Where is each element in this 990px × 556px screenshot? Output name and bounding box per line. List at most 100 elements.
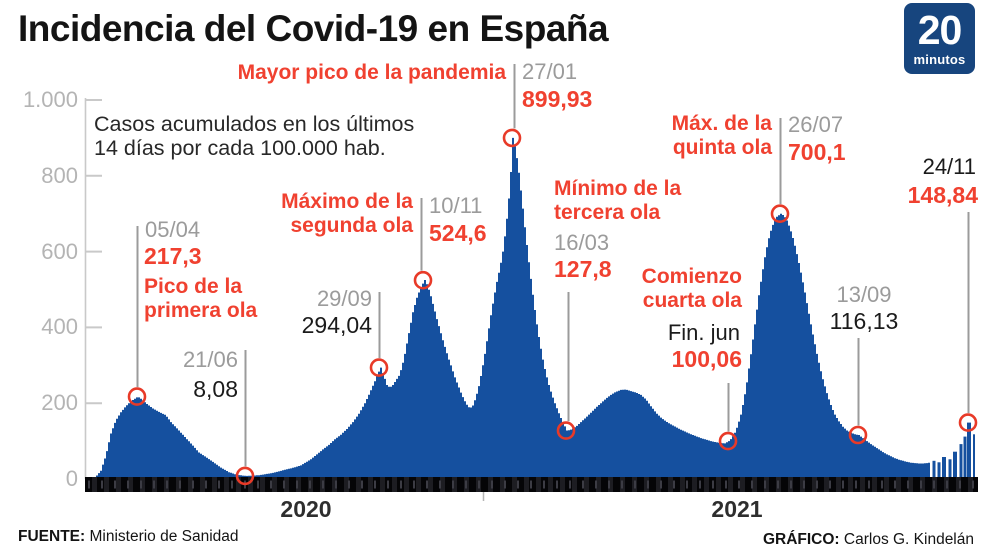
annotation-sept-2021-value: 116,13	[829, 308, 899, 334]
annotation-text-line: 05/04	[145, 217, 201, 242]
annotation-text-line: Máx. de la	[671, 112, 772, 135]
y-axis-label-400: 400	[41, 314, 78, 340]
annotation-wave2-peak-date: 10/11	[429, 193, 483, 219]
annotation-text-line: 27/01	[522, 59, 578, 84]
annotation-wave4-start-label: Comienzo cuarta ola	[642, 265, 742, 312]
data-point-marker-wave3-peak	[502, 128, 522, 148]
y-axis-label-600: 600	[41, 238, 78, 264]
x-axis-year-label-2021: 2021	[711, 496, 763, 522]
annotation-text-line: 10/11	[429, 193, 483, 218]
source-label: FUENTE:	[18, 528, 86, 545]
daily-bar	[942, 457, 946, 481]
page-title: Incidencia del Covid-19 en España	[18, 8, 609, 49]
brand-logo-20minutos: 20 minutos	[904, 3, 975, 74]
daily-bar	[963, 436, 967, 481]
annotation-text-line: 524,6	[429, 220, 487, 246]
annotation-text-line: tercera ola	[554, 200, 661, 224]
data-point-marker-wave3-min	[556, 421, 576, 440]
daily-bar	[932, 460, 936, 481]
x-axis-year-label-2020: 2020	[280, 496, 332, 522]
annotation-text-line: Mayor pico de la pandemia	[237, 61, 506, 84]
daily-bar	[948, 459, 952, 481]
annotation-latest-value: 148,84	[907, 182, 978, 208]
data-point-marker-wave4-start	[718, 431, 738, 451]
chart-subtitle-line2: 14 días por cada 100.000 hab.	[94, 136, 386, 160]
annotation-sept-2020-value: 294,04	[301, 312, 372, 338]
y-axis-label-1.000: 1.000	[22, 87, 78, 112]
annotation-wave1-peak-date: 05/04	[145, 217, 201, 243]
annotation-text-line: 26/07	[788, 112, 844, 137]
daily-bar	[967, 422, 971, 481]
data-point-marker-sept-2021	[848, 425, 868, 445]
data-point-marker-wave5-peak	[770, 204, 790, 223]
annotation-text-line: 100,06	[671, 346, 742, 372]
annotation-wave3-peak-date: 27/01	[522, 59, 578, 85]
annotation-wave1-min-date: 21/06	[182, 347, 238, 373]
y-axis-label-200: 200	[41, 390, 78, 416]
annotation-text-line: Comienzo	[641, 265, 742, 288]
daily-bar	[937, 462, 941, 481]
annotation-text-line: segunda ola	[290, 213, 413, 237]
logo-20-text: 20	[917, 7, 963, 53]
annotation-wave3-peak-value: 899,93	[522, 86, 593, 112]
graphic-credit: GRÁFICO: Carlos G. Kindelán	[763, 531, 974, 549]
annotation-wave3-peak-label: Mayor pico de la pandemia	[238, 61, 506, 85]
annotation-wave3-min-value: 127,8	[554, 256, 612, 282]
annotation-wave1-min-value: 8,08	[193, 376, 238, 402]
y-axis-label-800: 800	[41, 162, 78, 188]
annotation-wave4-start-value: 100,06	[671, 346, 742, 372]
annotation-text-line: 294,04	[301, 312, 372, 338]
annotation-text-line: cuarta ola	[642, 288, 742, 312]
daily-bar	[959, 444, 963, 481]
annotation-text-line: 148,84	[907, 182, 978, 208]
data-point-marker-latest	[958, 413, 978, 432]
logo-minutos-text: minutos	[913, 52, 966, 67]
annotation-text-line: 700,1	[788, 139, 846, 165]
daily-bar	[973, 434, 975, 481]
data-point-marker-wave1-peak	[127, 387, 147, 406]
y-axis-label-0: 0	[65, 466, 78, 491]
annotation-text-line: 16/03	[554, 230, 610, 255]
data-point-marker-wave2-peak	[413, 270, 433, 290]
annotation-text-line: 217,3	[144, 243, 202, 269]
annotation-text-line: 13/09	[836, 282, 892, 307]
annotation-text-line: Fin. jun	[667, 320, 740, 345]
incidence-area	[88, 137, 930, 479]
annotation-sept-2021-date: 13/09	[836, 282, 892, 308]
annotation-wave2-peak-label: Máximo de la segunda ola	[281, 190, 413, 237]
annotation-text-line: Mínimo de la	[554, 177, 682, 200]
annotation-latest-date: 24/11	[922, 154, 976, 180]
annotation-text-line: quinta ola	[672, 135, 772, 159]
chart-subtitle: Casos acumulados en los últimos 14 días …	[94, 112, 414, 160]
annotation-text-line: 8,08	[193, 376, 238, 402]
annotation-wave4-start-date: Fin. jun	[667, 320, 740, 346]
annotation-sept-2020-date: 29/09	[316, 286, 372, 312]
credit-label: GRÁFICO:	[762, 531, 840, 548]
annotation-wave3-min-date: 16/03	[554, 230, 610, 256]
annotation-text-line: 24/11	[922, 154, 976, 179]
annotation-wave5-peak-label: Máx. de la quinta ola	[672, 112, 772, 159]
annotation-text-line: 127,8	[554, 256, 612, 282]
annotation-text-line: 116,13	[829, 308, 899, 334]
annotation-wave2-peak-value: 524,6	[429, 220, 487, 246]
annotation-text-line: 21/06	[182, 347, 238, 372]
source-credit: FUENTE: Ministerio de Sanidad	[18, 528, 239, 546]
annotation-text-line: primera ola	[144, 298, 258, 322]
annotation-wave1-peak-value: 217,3	[144, 243, 202, 269]
source-value: Ministerio de Sanidad	[85, 528, 239, 545]
annotation-text-line: 29/09	[316, 286, 372, 311]
annotation-wave1-peak-label: Pico de la primera ola	[144, 275, 257, 322]
chart-subtitle-line1: Casos acumulados en los últimos	[94, 112, 415, 136]
annotation-text-line: Pico de la	[144, 275, 243, 298]
data-point-marker-sept-2020	[369, 358, 389, 377]
annotation-wave5-peak-value: 700,1	[788, 139, 846, 165]
data-point-marker-wave1-min	[235, 466, 255, 486]
daily-bar	[953, 451, 957, 481]
annotation-wave5-peak-date: 26/07	[788, 112, 844, 138]
credit-value: Carlos G. Kindelán	[839, 531, 974, 548]
annotation-text-line: Máximo de la	[281, 190, 413, 213]
annotation-text-line: 899,93	[522, 86, 593, 112]
annotation-wave3-min-label: Mínimo de la tercera ola	[554, 177, 681, 224]
